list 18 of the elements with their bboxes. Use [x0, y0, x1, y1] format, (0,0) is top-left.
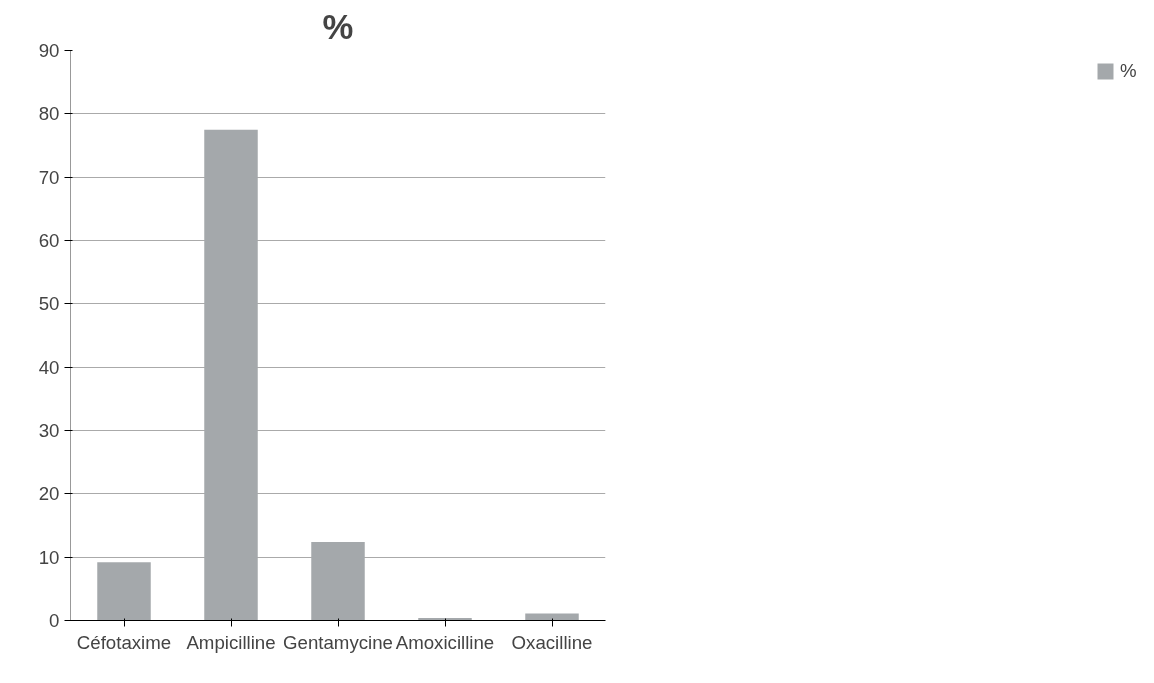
- x-tick-label: Ampicilline: [186, 631, 276, 653]
- bar: [97, 562, 151, 621]
- y-tick-label: 30: [38, 420, 60, 441]
- y-tick-label: 40: [38, 356, 60, 378]
- y-tick-label: 90: [38, 40, 60, 61]
- chart-title: %: [322, 7, 354, 46]
- legend-label: %: [1120, 60, 1138, 82]
- y-tick-label: 60: [38, 230, 60, 251]
- x-tick-label: Oxacilline: [511, 631, 593, 653]
- y-tick-label: 80: [38, 103, 60, 125]
- y-tick-label: 50: [38, 293, 60, 315]
- y-tick-label: 10: [38, 546, 60, 568]
- x-tick-label: Céfotaxime: [76, 631, 172, 653]
- y-tick-label: 70: [38, 166, 60, 188]
- x-tick-label: Gentamycine: [283, 631, 393, 653]
- x-tick-label: Amoxicilline: [395, 631, 495, 653]
- y-tick-label: 20: [38, 483, 60, 505]
- y-tick-label: 0: [49, 610, 60, 631]
